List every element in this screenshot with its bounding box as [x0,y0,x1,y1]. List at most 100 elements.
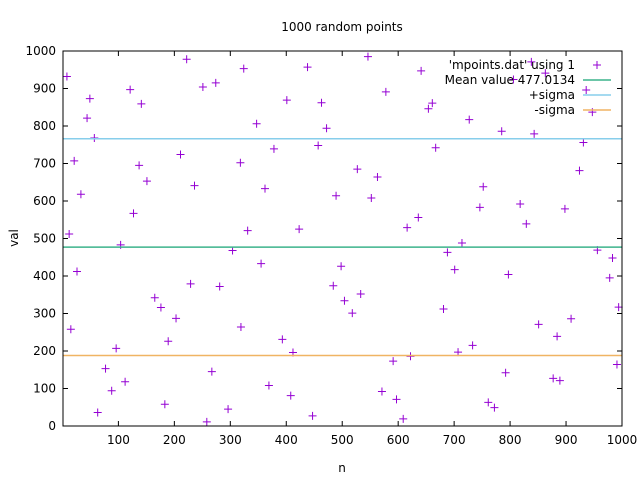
data-point [373,173,382,181]
legend-entry-points: 'mpoints.dat' using 1 [449,58,601,72]
data-point [295,225,304,234]
legend-entry-minus-sigma: -sigma [534,103,611,117]
x-tick-label: 500 [331,433,354,447]
legend-label: -sigma [534,103,575,117]
y-tick-label: 800 [33,119,56,133]
data-point [475,203,484,212]
data-point [608,254,617,262]
data-point [322,124,331,133]
data-point [582,86,591,94]
data-point [282,96,291,105]
data-point [560,204,569,213]
data-point [424,104,433,113]
data-point [392,395,401,404]
data-point [468,341,477,350]
data-point [439,305,448,313]
data-point [211,78,220,87]
data-point [567,314,576,323]
data-point [314,141,323,150]
x-axis-label: n [338,461,346,475]
data-point [85,94,94,103]
legend-label: Mean value 477.0134 [445,73,575,87]
legend-label: 'mpoints.dat' using 1 [449,58,575,72]
data-point [504,270,513,279]
x-tick-label: 700 [443,433,466,447]
data-point [340,296,349,305]
data-point [239,64,248,73]
data-point [443,248,452,257]
data-point [65,230,74,238]
data-point [207,367,216,376]
data-point [317,98,326,107]
data-point [142,177,151,186]
y-tick-label: 700 [33,157,56,171]
data-point [516,200,525,208]
data-point [202,417,211,426]
data-point [541,69,550,78]
data-point [190,181,199,190]
data-point [381,87,390,96]
data-point [269,144,278,153]
data-point [549,374,558,383]
x-tick-label: 1000 [607,433,638,447]
data-point [612,360,621,369]
data-point [479,182,488,191]
data-point [329,281,338,290]
data-point [575,166,584,175]
data-point [257,259,266,268]
chart-title: 1000 random points [281,20,403,34]
data-point [414,213,423,222]
data-point [363,52,372,61]
x-tick-label: 400 [275,433,298,447]
data-point [236,158,245,167]
data-point [497,127,506,136]
data-point [450,265,459,274]
legend-label: +sigma [529,88,575,102]
data-point [198,83,207,91]
data-point [527,57,536,66]
data-point [126,85,135,94]
data-point [164,337,173,346]
x-tick-label: 900 [555,433,578,447]
y-tick-label: 300 [33,307,56,321]
y-tick-label: 0 [48,419,56,433]
data-point [353,165,362,174]
data-point [579,138,588,147]
data-point [522,219,531,228]
data-point [72,267,81,276]
data-point [303,63,312,72]
data-point [530,129,539,138]
data-point [236,323,245,331]
data-point [160,400,169,409]
data-point [389,357,398,366]
data-point [428,99,437,108]
data-point [156,303,165,312]
lines-layer [63,138,622,357]
legend-marker [593,61,601,69]
data-point [278,335,287,344]
data-point [129,209,138,218]
data-point [252,119,261,128]
data-point [264,381,273,390]
y-tick-label: 1000 [25,44,56,58]
data-point [286,391,295,400]
legend-entry-mean: Mean value 477.0134 [445,73,611,87]
data-point [182,55,191,64]
points-layer [62,52,623,426]
data-point [101,364,110,373]
data-point [605,273,614,282]
data-point [121,377,130,386]
data-point [553,332,562,341]
data-point [377,387,386,396]
data-point [176,150,185,159]
data-point [172,314,181,323]
data-point [555,376,564,385]
data-point [224,405,233,414]
data-point [534,320,543,329]
data-point [66,325,75,334]
data-point [112,344,121,353]
y-tick-label: 100 [33,382,56,396]
data-point [76,190,85,199]
